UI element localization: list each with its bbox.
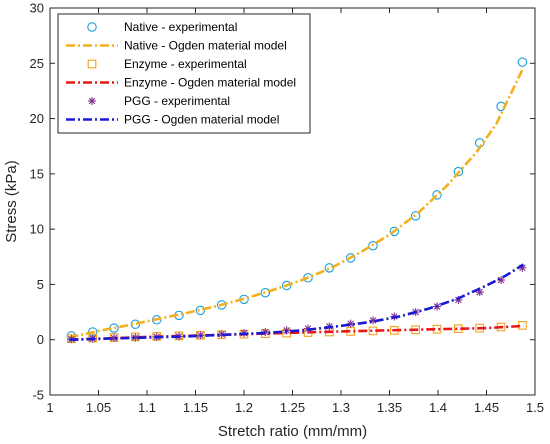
x-tick-label: 1.35 <box>377 400 402 415</box>
y-tick-label: 10 <box>30 222 44 237</box>
legend-item: PGG - Ogden material model <box>66 113 279 127</box>
data-point <box>368 240 378 251</box>
data-point <box>410 211 421 221</box>
legend-item: PGG - experimental <box>88 94 230 108</box>
x-tick-label: 1.2 <box>235 400 253 415</box>
legend-label: PGG - experimental <box>124 94 230 108</box>
legend: Native - experimental Native - Ogden mate… <box>57 13 311 134</box>
data-point <box>281 280 292 291</box>
chart-marks <box>66 57 528 344</box>
data-point <box>497 276 506 285</box>
x-tick-label: 1.05 <box>86 400 111 415</box>
legend-item: Native - experimental <box>87 20 237 34</box>
legend-label: Enzyme - Ogden material model <box>124 76 296 90</box>
y-tick-label: 25 <box>30 56 44 71</box>
x-tick-label: 1.4 <box>429 400 447 415</box>
data-point <box>303 273 313 283</box>
series-5 <box>69 263 525 342</box>
y-tick-label: 15 <box>30 166 44 181</box>
data-point <box>453 166 464 177</box>
x-tick-label: 1.45 <box>474 400 499 415</box>
data-point <box>432 190 442 200</box>
data-point <box>517 57 528 67</box>
x-tick-label: 1.1 <box>138 400 156 415</box>
y-tick-label: 20 <box>30 111 44 126</box>
data-point <box>389 226 400 237</box>
legend-swatch <box>87 59 97 69</box>
data-point <box>151 315 162 325</box>
legend-item: Enzyme - Ogden material model <box>66 76 296 90</box>
series-line <box>69 67 525 339</box>
series-0 <box>66 57 528 341</box>
x-tick-label: 1.5 <box>526 400 544 415</box>
legend-item: Enzyme - experimental <box>87 57 247 71</box>
y-tick-label: 5 <box>37 277 44 292</box>
data-point <box>345 253 356 263</box>
x-tick-label: 1.3 <box>332 400 350 415</box>
legend-item: Native - Ogden material model <box>66 39 287 53</box>
data-point <box>195 305 206 316</box>
legend-label: PGG - Ogden material model <box>124 113 279 127</box>
legend-box <box>57 13 311 134</box>
legend-label: Enzyme - experimental <box>124 57 247 71</box>
series-line <box>69 263 525 342</box>
y-tick-label: -5 <box>32 388 44 403</box>
y-axis-label: Stress (kPa) <box>3 160 20 243</box>
x-axis-label: Stretch ratio (mm/mm) <box>218 423 367 440</box>
legend-swatch <box>88 97 96 105</box>
legend-label: Native - experimental <box>124 20 237 34</box>
legend-swatch <box>87 22 97 32</box>
y-tick-label: 0 <box>37 332 44 347</box>
legend-label: Native - Ogden material model <box>124 39 287 53</box>
series-1 <box>69 67 525 339</box>
x-tick-label: 1.15 <box>183 400 208 415</box>
x-tick-label: 1.25 <box>280 400 305 415</box>
x-tick-label: 1 <box>46 400 53 415</box>
axis-ticks: 1 1.05 1.1 1.15 1.2 1.25 1.3 1.35 1.4 1.45 1.5 -5 0 5… <box>30 1 545 416</box>
data-point <box>260 287 271 298</box>
y-tick-label: 30 <box>30 1 44 16</box>
